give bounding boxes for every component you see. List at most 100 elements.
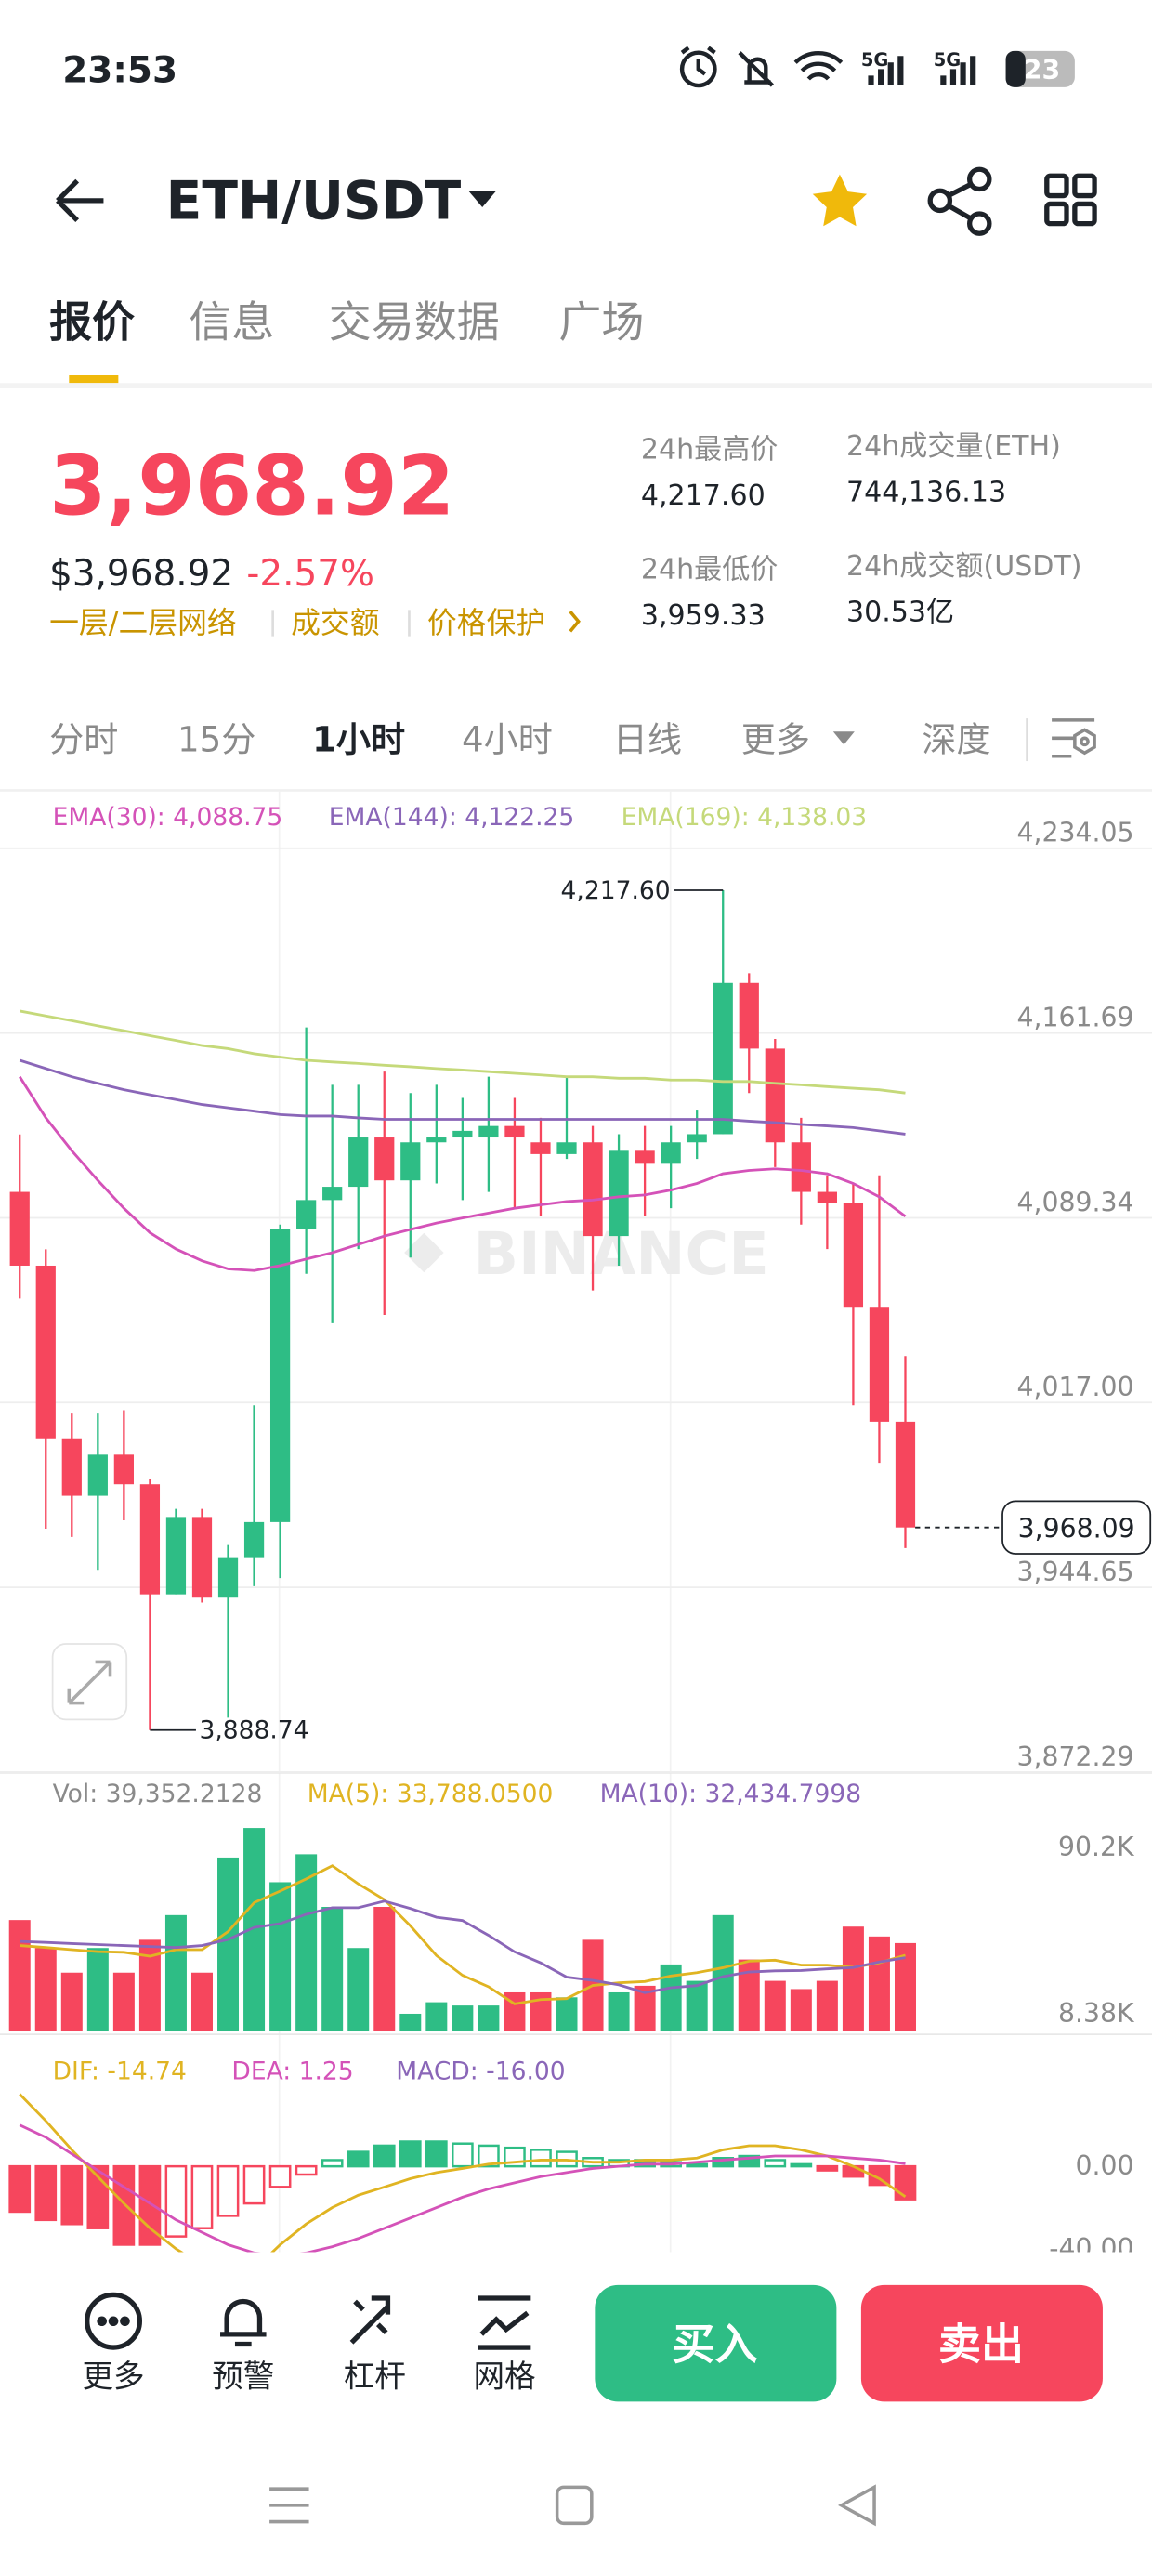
- candle-body: [348, 1137, 369, 1188]
- legend-label: EMA(169): 4,138.03: [622, 803, 868, 832]
- stat-label: 24h最高价: [641, 434, 779, 467]
- legend-label: EMA(144): 4,122.25: [329, 803, 575, 832]
- favorite-star[interactable]: [812, 174, 868, 227]
- interval[interactable]: 更多: [741, 719, 810, 759]
- macd-bar: [530, 2149, 552, 2168]
- status-icons: [679, 46, 976, 88]
- macd-label: MACD: -16.00: [396, 2057, 565, 2086]
- candle-body: [139, 1484, 161, 1595]
- expand-icon: [67, 1660, 112, 1705]
- interval[interactable]: 深度: [922, 719, 990, 759]
- y-tick-label: 90.2K: [1058, 1832, 1135, 1862]
- candle-body: [530, 1142, 551, 1154]
- sell-button[interactable]: [860, 2284, 1103, 2402]
- candle-body: [87, 1454, 108, 1496]
- candle-body: [296, 1200, 317, 1229]
- candle-body: [217, 1557, 239, 1598]
- plot: 4,234.05 4,161.69 4,089.34 4,017.00 3,944.65…: [0, 803, 1152, 2264]
- y-tick-label: 3,944.65: [1017, 1557, 1134, 1587]
- macd-bar: [842, 2164, 865, 2178]
- menu-grid[interactable]: [1044, 173, 1097, 227]
- candle-body: [35, 1265, 56, 1439]
- candle-body: [556, 1142, 577, 1154]
- candle-body: [504, 1125, 525, 1138]
- macd-bar: [347, 2150, 370, 2168]
- pair-title[interactable]: ETH/USDT: [166, 170, 462, 231]
- interval[interactable]: 日线: [613, 719, 682, 759]
- candle-body: [713, 982, 733, 1135]
- candle-body: [869, 1307, 890, 1422]
- stat-value: 744,136.13: [846, 477, 1006, 509]
- candle-body: [687, 1134, 707, 1143]
- volume-bar: [295, 1854, 318, 2031]
- indicator-line: [19, 2093, 907, 2253]
- stat-value: 3,959.33: [641, 599, 766, 632]
- separator: [271, 610, 411, 637]
- network-label: 5G: [861, 49, 888, 71]
- extreme-label: 4,217.60: [561, 876, 671, 905]
- indicator-line: [20, 1864, 906, 2005]
- volume-bar: [321, 1906, 344, 2031]
- back-button[interactable]: [56, 178, 104, 222]
- sell-label[interactable]: 卖出: [938, 2319, 1024, 2369]
- legend-label: MA(5): 33,788.0500: [308, 1780, 554, 1808]
- legend-label: DEA: 1.25: [231, 2057, 353, 2086]
- y-tick-label: 4,161.69: [1017, 1003, 1134, 1033]
- volume-bar: [556, 1997, 578, 2031]
- toolbar-label[interactable]: 网格: [473, 2359, 535, 2395]
- tag-link[interactable]: 价格保护: [427, 605, 545, 640]
- y-tick-label: 4,089.34: [1017, 1187, 1134, 1217]
- candle-body: [791, 1142, 811, 1192]
- tab[interactable]: 报价: [49, 297, 135, 348]
- interval[interactable]: 4小时: [462, 719, 553, 759]
- volume-bar: [399, 2013, 422, 2031]
- battery-level: [1005, 50, 1026, 87]
- pair-dropdown[interactable]: [468, 191, 497, 207]
- tag-link[interactable]: 成交额: [291, 605, 380, 640]
- tab[interactable]: 广场: [558, 297, 644, 348]
- volume-bar: [868, 1936, 890, 2031]
- macd-bar: [34, 2164, 58, 2222]
- candle-body: [165, 1517, 187, 1595]
- divider: [0, 789, 1152, 792]
- interval[interactable]: 1小时: [312, 719, 405, 759]
- volume-bar: [190, 1972, 213, 2031]
- macd-bar: [425, 2140, 448, 2168]
- candle-body: [374, 1137, 395, 1181]
- volume-bar: [790, 1989, 812, 2031]
- volume-bar: [686, 1980, 708, 2031]
- toolbar-label[interactable]: 杠杆: [344, 2359, 406, 2395]
- toolbar-label[interactable]: 更多: [82, 2359, 144, 2395]
- tab[interactable]: 信息: [189, 297, 274, 348]
- candle-body: [765, 1048, 785, 1143]
- tag-link[interactable]: 一层/二层网络: [49, 605, 237, 640]
- chart-settings[interactable]: [1052, 718, 1096, 758]
- buy-label[interactable]: 买入: [672, 2319, 757, 2369]
- volume-bar: [530, 1991, 552, 2031]
- volume-bar: [608, 1991, 630, 2031]
- interval[interactable]: 15分: [177, 719, 255, 759]
- tab[interactable]: 交易数据: [329, 297, 500, 348]
- macd-bar: [686, 2162, 709, 2168]
- nav-bar[interactable]: [269, 2484, 876, 2527]
- toolbar-label[interactable]: 预警: [212, 2359, 274, 2395]
- macd-bar: [190, 2164, 214, 2229]
- macd-bar: [764, 2159, 787, 2168]
- legend-label: EMA(30): 4,088.75: [53, 803, 283, 832]
- candle-body: [895, 1421, 916, 1528]
- indicator-line: [19, 1009, 906, 1095]
- share-button[interactable]: [927, 166, 992, 236]
- macd-bar: [321, 2159, 344, 2168]
- stat-label: 24h成交量(ETH): [846, 430, 1061, 463]
- candle-body: [635, 1150, 655, 1164]
- volume-bar: [478, 2005, 500, 2031]
- buy-button[interactable]: [595, 2284, 837, 2402]
- interval[interactable]: 分时: [49, 719, 118, 759]
- volume-bar: [112, 1972, 135, 2031]
- volume-bar: [34, 1948, 57, 2031]
- candle-body: [191, 1517, 213, 1598]
- macd-bar: [268, 2164, 292, 2188]
- y-tick-label: 0.00: [1076, 2150, 1134, 2181]
